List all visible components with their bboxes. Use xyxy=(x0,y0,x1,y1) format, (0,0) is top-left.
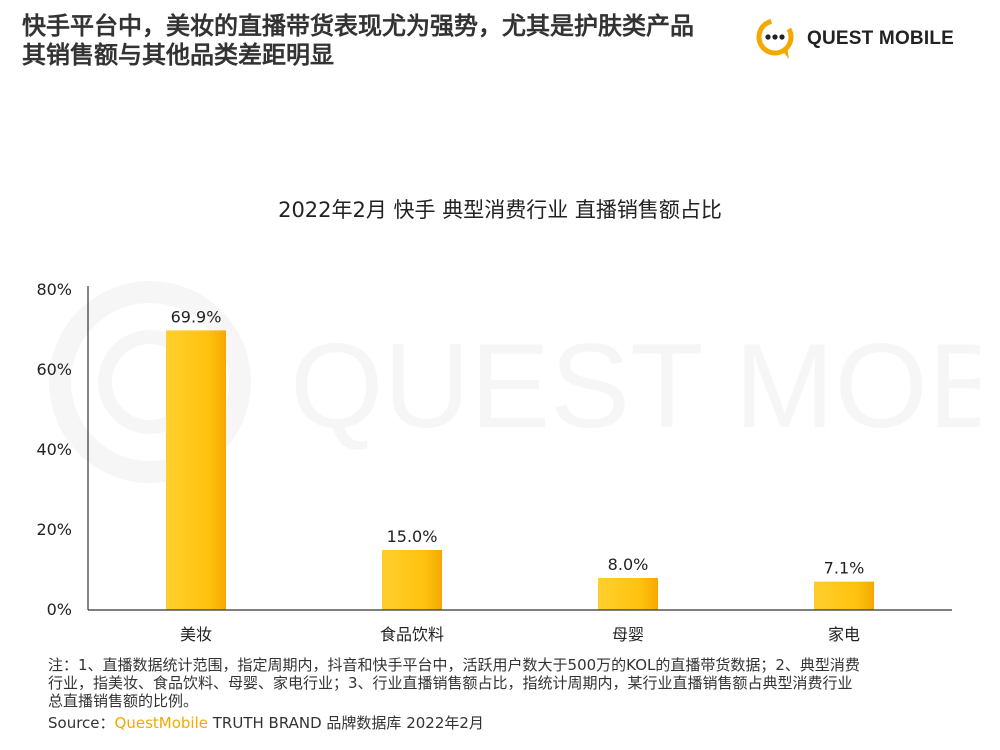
source-line: Source：QuestMobile TRUTH BRAND 品牌数据库 202… xyxy=(48,712,484,733)
bar xyxy=(598,578,658,610)
y-tick-label: 0% xyxy=(47,600,72,619)
bar-value-label: 7.1% xyxy=(824,559,865,578)
page-headline: 快手平台中，美妆的直播带货表现尤为强势，尤其是护肤类产品 其销售额与其他品类差距… xyxy=(22,12,762,70)
footnote-line-3: 总直播销售额的比例。 xyxy=(48,692,199,710)
x-tick-label: 食品饮料 xyxy=(380,625,444,644)
bar xyxy=(814,581,874,610)
bar-value-label: 15.0% xyxy=(387,527,438,546)
x-tick-label: 家电 xyxy=(828,625,860,644)
chart-title: 2022年2月 快手 典型消费行业 直播销售额占比 xyxy=(278,198,722,222)
x-tick-label: 母婴 xyxy=(612,625,644,644)
bar xyxy=(166,330,226,610)
y-tick-label: 20% xyxy=(36,520,72,539)
headline-line-1: 快手平台中，美妆的直播带货表现尤为强势，尤其是护肤类产品 xyxy=(22,12,694,40)
bar-value-label: 8.0% xyxy=(608,555,649,574)
logo-text: QUEST MOBILE xyxy=(806,28,954,49)
headline-line-2: 其销售额与其他品类差距明显 xyxy=(22,41,334,69)
x-axis: 美妆 食品饮料 母婴 家电 xyxy=(88,609,952,644)
y-axis: 0% 20% 40% 60% 80% xyxy=(36,280,89,619)
footnote-line-2: 行业，指美妆、食品饮料、母婴、家电行业；3、行业直播销售额占比，指统计周期内，某… xyxy=(48,674,853,692)
bar-value-label: 69.9% xyxy=(171,307,222,326)
y-tick-label: 80% xyxy=(36,280,72,299)
y-tick-label: 60% xyxy=(36,360,72,379)
source-prefix: Source： xyxy=(48,714,115,732)
y-tick-label: 40% xyxy=(36,440,72,459)
x-tick-label: 美妆 xyxy=(180,625,212,644)
source-rest: TRUTH BRAND 品牌数据库 2022年2月 xyxy=(207,714,484,732)
footnotes: 注：1、直播数据统计范围，指定周期内，抖音和快手平台中，活跃用户数大于500万的… xyxy=(48,656,958,710)
footnote-line-1: 注：1、直播数据统计范围，指定周期内，抖音和快手平台中，活跃用户数大于500万的… xyxy=(48,656,860,674)
source-brand: QuestMobile xyxy=(114,714,208,732)
bar xyxy=(382,550,442,610)
quest-mobile-logo-icon xyxy=(756,18,794,59)
quest-mobile-logo: QUEST MOBILE xyxy=(751,14,954,64)
bars: 69.9% 15.0% 8.0% 7.1% xyxy=(166,307,874,610)
